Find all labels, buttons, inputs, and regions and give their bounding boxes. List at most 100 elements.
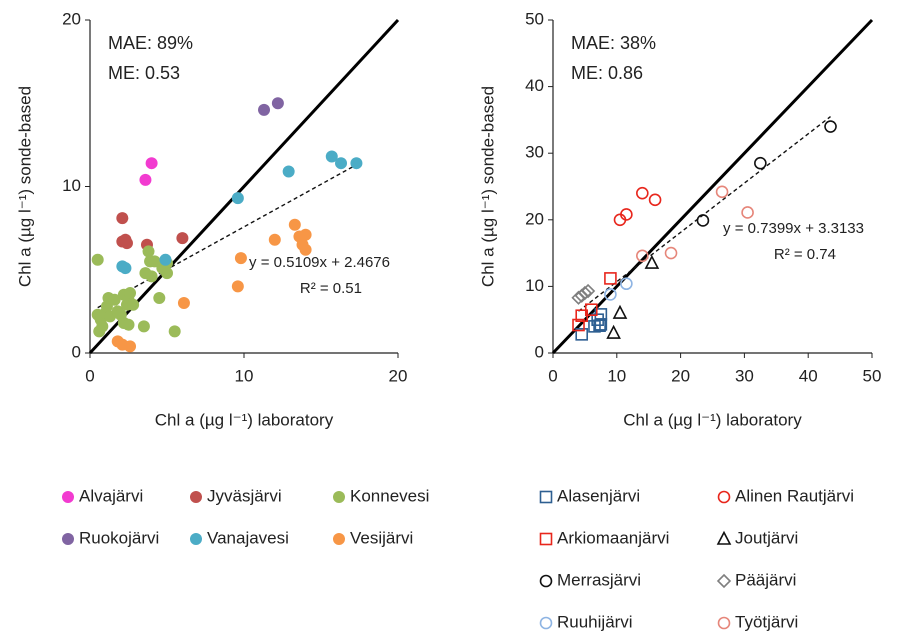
trendline <box>97 164 357 309</box>
point <box>145 270 158 283</box>
point <box>636 186 649 200</box>
point <box>335 157 348 170</box>
y-tick-label: 40 <box>525 76 544 95</box>
legend-label: Alinen Rautjärvi <box>735 486 854 505</box>
point <box>299 243 312 256</box>
point <box>176 232 189 245</box>
point <box>606 324 621 339</box>
legend-label: Työtjärvi <box>735 612 798 631</box>
point <box>234 252 247 265</box>
y-tick-label: 30 <box>525 143 544 162</box>
point <box>62 533 74 545</box>
point <box>159 253 172 266</box>
point <box>604 288 617 301</box>
point <box>717 616 731 630</box>
point <box>577 285 593 301</box>
point <box>116 212 129 225</box>
point <box>271 97 284 110</box>
y-tick-label: 10 <box>62 176 81 195</box>
point <box>153 292 166 305</box>
point <box>282 165 295 178</box>
legend-label: Alasenjärvi <box>557 486 640 505</box>
point <box>604 272 617 285</box>
legend-label: Ruokojärvi <box>79 528 159 547</box>
point <box>333 491 345 503</box>
point <box>644 254 660 269</box>
y-tick-label: 0 <box>535 342 544 361</box>
y-tick-label: 20 <box>525 209 544 228</box>
x-axis-label: Chl a (µg l⁻¹) laboratory <box>623 410 802 429</box>
point <box>539 616 553 630</box>
legend-label: Vesijärvi <box>350 528 413 547</box>
x-tick-label: 40 <box>799 366 818 385</box>
point <box>145 157 158 170</box>
point <box>696 214 710 227</box>
point <box>333 533 345 545</box>
annotation: ME: 0.53 <box>108 63 180 83</box>
point <box>258 103 271 116</box>
point <box>124 340 137 353</box>
annotation: ME: 0.86 <box>571 63 643 83</box>
point <box>648 193 662 207</box>
point <box>717 490 731 504</box>
x-tick-label: 0 <box>548 366 557 385</box>
scatter-plot: 0 10 20 30 40 50 0 10 20 30 40 50 Chl a (µg l⁻¹) lab… <box>478 9 881 429</box>
annotation: MAE: 38% <box>571 33 656 53</box>
trend-r2: R² = 0.51 <box>300 280 362 297</box>
trend-equation: y = 0.7399x + 3.3133 <box>723 220 864 237</box>
x-tick-label: 10 <box>235 366 254 385</box>
legend: Alvajärvi Jyväsjärvi Konnevesi Ruokojärvi Va… <box>62 486 429 547</box>
x-tick-label: 20 <box>671 366 690 385</box>
point <box>636 249 649 263</box>
point <box>231 192 244 205</box>
legend-label: Merrasjärvi <box>557 570 641 589</box>
point <box>620 208 633 221</box>
y-tick-label: 0 <box>72 342 81 361</box>
point <box>572 318 585 332</box>
trend-r2: R² = 0.74 <box>774 246 836 263</box>
point <box>591 313 604 327</box>
legend-label: Arkiomaanjärvi <box>557 528 669 547</box>
legend-label: Jyväsjärvi <box>207 486 282 505</box>
legend-label: Pääjärvi <box>735 570 796 589</box>
point <box>124 287 137 300</box>
scatter-plot: 0 10 20 0 10 20 Chl a (µg l⁻¹) laboratory Chl a… <box>15 9 407 429</box>
point <box>161 267 173 280</box>
point <box>580 283 596 299</box>
annotation: MAE: 89% <box>108 33 193 53</box>
x-tick-label: 30 <box>735 366 754 385</box>
point <box>127 298 140 311</box>
point <box>62 491 74 503</box>
point <box>91 253 104 266</box>
legend-label: Ruuhijärvi <box>557 612 633 631</box>
x-tick-label: 20 <box>389 366 408 385</box>
point <box>288 218 301 231</box>
point <box>350 157 363 170</box>
point <box>137 320 150 333</box>
legend-label: Konnevesi <box>350 486 429 505</box>
y-axis-label: Chl a (µg l⁻¹) sonde-based <box>15 86 34 287</box>
point <box>716 530 732 545</box>
point <box>177 297 190 310</box>
legend: Alasenjärvi Alinen Rautjärvi Arkiomaanjärv… <box>539 486 854 631</box>
point <box>612 304 628 319</box>
x-tick-label: 10 <box>607 366 626 385</box>
point <box>325 150 338 163</box>
point <box>190 491 202 503</box>
point <box>119 262 132 275</box>
x-axis-label: Chl a (µg l⁻¹) laboratory <box>155 410 334 429</box>
point <box>168 325 181 338</box>
point <box>190 533 202 545</box>
point <box>539 574 553 588</box>
point <box>108 293 121 306</box>
point <box>594 318 608 331</box>
point <box>715 185 729 199</box>
point <box>299 228 312 241</box>
point <box>575 328 589 341</box>
point <box>754 156 767 170</box>
point <box>142 245 155 258</box>
point <box>664 246 678 260</box>
point <box>539 490 553 504</box>
x-tick-label: 0 <box>85 366 94 385</box>
